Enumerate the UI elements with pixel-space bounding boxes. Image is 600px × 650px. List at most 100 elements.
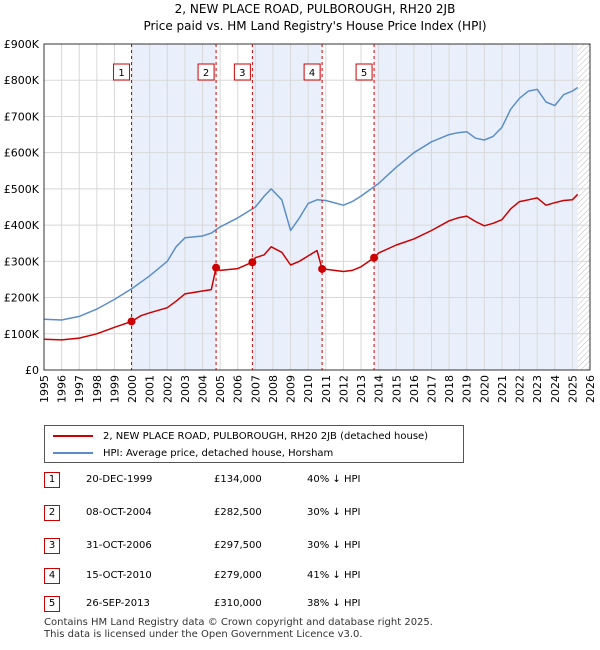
y-tick-label: £400K: [4, 219, 40, 232]
sale-point: [370, 253, 379, 262]
legend-hpi-label: HPI: Average price, detached house, Hors…: [103, 447, 334, 459]
sale-hpi-diff: 30% ↓ HPI: [307, 540, 361, 551]
x-tick-label: 2016: [408, 375, 421, 403]
property-line-swatch: [53, 435, 93, 437]
x-tick-label: 2008: [267, 375, 280, 403]
hpi-series-line: [43, 86, 579, 321]
sale-number-badge: 5: [44, 596, 60, 612]
sale-row: 4 15-OCT-2010 £279,000 41% ↓ HPI: [44, 568, 444, 586]
forecast-hatch: [577, 44, 590, 370]
chart-subtitle: Price paid vs. HM Land Registry's House …: [143, 19, 486, 33]
sale-number-box: [355, 63, 373, 81]
y-tick-label: £300K: [4, 255, 40, 268]
sale-number-badge: 1: [44, 472, 60, 488]
plot-frame: [43, 43, 591, 371]
sale-point: [248, 258, 257, 267]
sale-number-box: [233, 63, 251, 81]
sale-hpi-diff: 38% ↓ HPI: [307, 598, 361, 609]
hpi-line-swatch: [53, 452, 93, 454]
sale-row: 5 26-SEP-2013 £310,000 38% ↓ HPI: [44, 596, 444, 614]
x-tick-label: 2023: [531, 375, 544, 403]
footer-line-1: Contains HM Land Registry data © Crown c…: [44, 617, 433, 628]
x-tick-label: 2009: [285, 375, 298, 403]
x-tick-label: 2017: [425, 375, 438, 403]
legend-item-hpi: HPI: Average price, detached house, Hors…: [53, 445, 333, 461]
x-tick-label: 2025: [566, 375, 579, 403]
x-tick-label: 2001: [144, 375, 157, 403]
x-tick-label: 2012: [337, 375, 350, 403]
sale-date: 31-OCT-2006: [86, 540, 152, 551]
sale-number-label: 4: [309, 68, 315, 79]
price-chart: 2, NEW PLACE ROAD, PULBOROUGH, RH20 2JB …: [4, 2, 597, 403]
y-tick-label: £200K: [4, 292, 40, 305]
sale-row: 3 31-OCT-2006 £297,500 30% ↓ HPI: [44, 538, 444, 556]
sale-number-label: 3: [239, 68, 245, 79]
x-tick-label: 2011: [320, 375, 333, 403]
legend-property-label: 2, NEW PLACE ROAD, PULBOROUGH, RH20 2JB …: [103, 430, 429, 442]
x-tick-label: 2010: [302, 375, 315, 403]
shaded-range: [374, 44, 578, 370]
sale-point: [318, 264, 327, 273]
sale-price: £279,000: [214, 570, 262, 581]
y-tick-label: £100K: [4, 328, 40, 341]
sale-hpi-diff: 30% ↓ HPI: [307, 507, 361, 518]
sale-number-box: [197, 63, 215, 81]
x-tick-label: 1996: [56, 375, 69, 403]
y-tick-label: £700K: [4, 110, 40, 123]
x-tick-label: 1997: [73, 375, 86, 403]
x-tick-label: 2024: [549, 375, 562, 403]
sale-hpi-diff: 40% ↓ HPI: [307, 474, 361, 485]
x-tick-label: 2014: [373, 375, 386, 403]
x-tick-label: 2006: [232, 375, 245, 403]
sale-date: 08-OCT-2004: [86, 507, 152, 518]
footer-line-2: This data is licensed under the Open Gov…: [44, 629, 363, 640]
sale-number-badge: 4: [44, 568, 60, 584]
sale-date: 15-OCT-2010: [86, 570, 152, 581]
sale-date: 26-SEP-2013: [86, 598, 150, 609]
sale-point: [127, 317, 136, 326]
x-tick-label: 2013: [355, 375, 368, 403]
x-tick-label: 2002: [161, 375, 174, 403]
x-tick-label: 2000: [126, 375, 139, 403]
x-tick-label: 2003: [179, 375, 192, 403]
chart-legend: 2, NEW PLACE ROAD, PULBOROUGH, RH20 2JB …: [44, 425, 464, 463]
y-tick-label: £500K: [4, 183, 40, 196]
sale-number-label: 5: [361, 68, 367, 79]
x-tick-label: 2020: [478, 375, 491, 403]
sale-number-badge: 3: [44, 538, 60, 554]
sale-point: [212, 263, 221, 272]
x-tick-label: 2005: [214, 375, 227, 403]
sale-date: 20-DEC-1999: [86, 474, 153, 485]
x-tick-label: 1995: [38, 375, 51, 403]
footer-attribution: Contains HM Land Registry data © Crown c…: [44, 617, 433, 641]
sale-price: £310,000: [214, 598, 262, 609]
sale-row: 2 08-OCT-2004 £282,500 30% ↓ HPI: [44, 505, 444, 523]
sale-price: £297,500: [214, 540, 262, 551]
sale-number-box: [113, 63, 131, 81]
sale-price: £282,500: [214, 507, 262, 518]
shaded-range: [131, 44, 217, 370]
chart-title: 2, NEW PLACE ROAD, PULBOROUGH, RH20 2JB: [175, 2, 456, 16]
x-tick-label: 2018: [443, 375, 456, 403]
y-tick-label: £600K: [4, 147, 40, 160]
y-tick-label: £0: [25, 364, 39, 377]
x-tick-label: 2004: [197, 375, 210, 403]
sale-price: £134,000: [214, 474, 262, 485]
x-tick-label: 1999: [108, 375, 121, 403]
x-tick-label: 2007: [249, 375, 262, 403]
shaded-range: [252, 44, 323, 370]
sale-number-label: 1: [118, 68, 124, 79]
x-tick-label: 1998: [91, 375, 104, 403]
y-tick-label: £900K: [4, 38, 40, 51]
x-tick-label: 2026: [584, 375, 597, 403]
sale-number-box: [303, 63, 321, 81]
sale-hpi-diff: 41% ↓ HPI: [307, 570, 361, 581]
y-tick-label: £800K: [4, 74, 40, 87]
sale-number-badge: 2: [44, 505, 60, 521]
x-tick-label: 2022: [514, 375, 527, 403]
legend-item-property: 2, NEW PLACE ROAD, PULBOROUGH, RH20 2JB …: [53, 428, 428, 444]
x-tick-label: 2021: [496, 375, 509, 403]
sale-row: 1 20-DEC-1999 £134,000 40% ↓ HPI: [44, 472, 444, 490]
x-tick-label: 2019: [461, 375, 474, 403]
x-tick-label: 2015: [390, 375, 403, 403]
